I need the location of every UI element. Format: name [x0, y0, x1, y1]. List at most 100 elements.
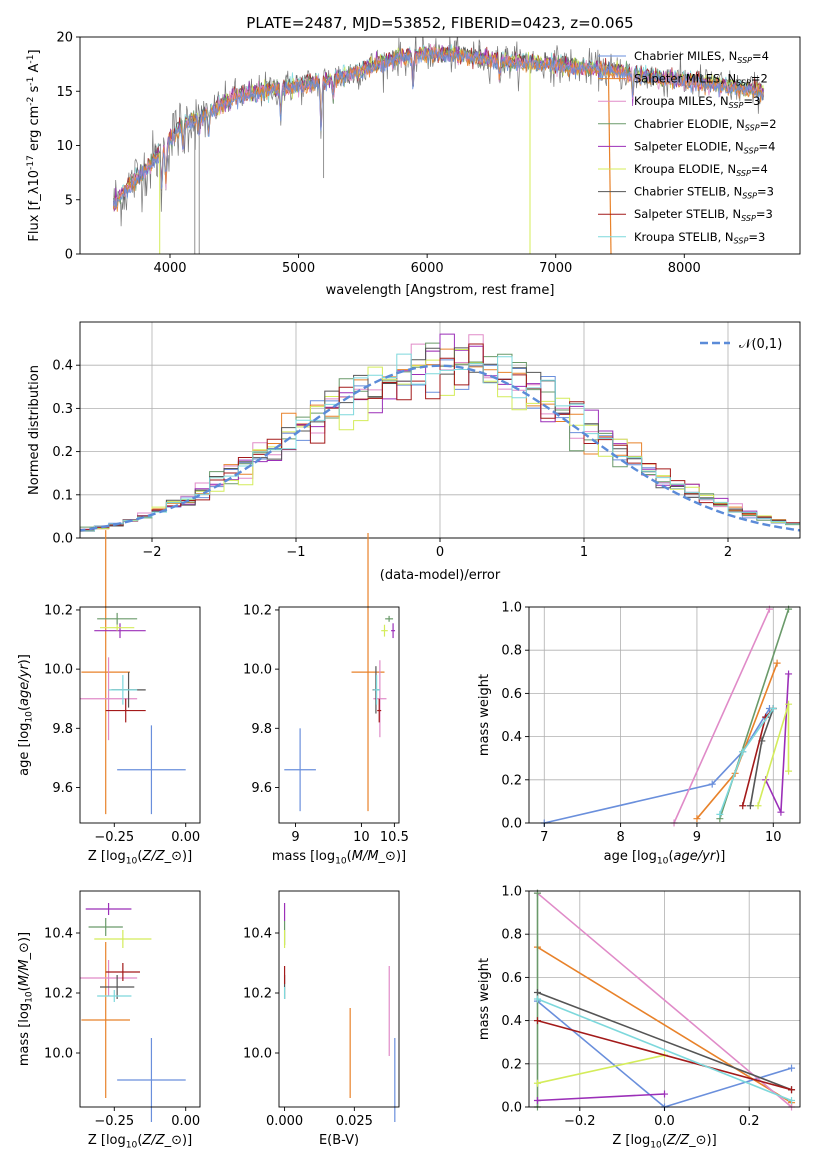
wage-series-9	[719, 708, 774, 815]
agemass-point-5	[391, 623, 396, 639]
wage-marker	[754, 802, 762, 810]
wage-marker	[739, 748, 747, 756]
agemass-point-4	[385, 615, 394, 622]
wz-marker	[788, 1086, 796, 1094]
spectrum-ytick-label: 5	[65, 193, 73, 208]
spectrum-xtick-label: 6000	[411, 261, 444, 276]
agemass-xtick-label: 10	[353, 830, 370, 845]
wz-series-5	[537, 1093, 665, 1102]
agez-point-2	[81, 530, 130, 815]
legend-label-9: Kroupa STELIB, NSSP=3	[634, 230, 765, 246]
spectrum-ytick-label: 20	[56, 31, 73, 46]
massebv-xtick-label: 0.000	[266, 1114, 303, 1129]
wz-series-3	[536, 892, 793, 1108]
massz-point-4	[88, 918, 123, 936]
legend-label-5: Salpeter ELODIE, NSSP=4	[634, 139, 775, 155]
legend-label-4: Chabrier ELODIE, NSSP=2	[634, 117, 777, 133]
agemass-xtick-label: 9	[291, 830, 299, 845]
agemass-ytick-label: 10.0	[243, 663, 272, 678]
wage-marker	[769, 705, 777, 713]
wage-ytick-label: 0.8	[501, 644, 522, 659]
hist-xtick-label: 0	[436, 545, 444, 560]
agez-xtick-label: −0.25	[94, 830, 134, 845]
agez-ylabel: age [log10(age/yr)]	[17, 654, 34, 776]
massz-point-2	[81, 942, 130, 1098]
hist-ytick-label: 0.2	[52, 445, 73, 460]
massz-ytick-label: 10.0	[44, 1047, 73, 1062]
wz-ytick-label: 1.0	[501, 885, 522, 900]
agez-point-6	[100, 624, 135, 631]
wage-ytick-label: 0.4	[501, 730, 522, 745]
massebv-ytick-label: 10.0	[243, 1047, 272, 1062]
wage-marker	[773, 659, 781, 667]
massz-ylabel: mass [log10(M/M_⊙)]	[17, 932, 34, 1066]
hist-xtick-label: −1	[286, 545, 305, 560]
wz-ytick-label: 0.8	[501, 928, 522, 943]
spectrum-ytick-label: 10	[56, 139, 73, 154]
massz-xlabel: Z [log10(Z/Z_⊙)]	[88, 1133, 192, 1150]
agez-xtick-label: 0.00	[171, 830, 200, 845]
agemass-point-8	[377, 698, 382, 723]
wage-xtick-label: 7	[540, 830, 548, 845]
wage-marker	[739, 802, 747, 810]
agez-frame	[79, 606, 201, 824]
agez-ytick-label: 9.6	[52, 781, 73, 796]
legend-label-1: Chabrier MILES, NSSP=4	[634, 49, 769, 65]
wz-marker	[533, 1097, 541, 1105]
wage-ytick-label: 0.0	[501, 817, 522, 832]
spectrum-ytick-label: 15	[56, 85, 73, 100]
spectrum-ytick-label: 0	[65, 248, 73, 263]
agemass-ytick-label: 10.2	[243, 603, 272, 618]
wage-series-3	[673, 608, 771, 824]
wz-marker	[533, 989, 541, 997]
wage-marker	[708, 780, 716, 788]
wz-marker	[533, 1079, 541, 1087]
agemass-point-6	[381, 624, 388, 637]
wage-xtick-label: 10	[765, 830, 782, 845]
spectrum-xtick-label: 8000	[668, 261, 701, 276]
hist-legend-label: 𝒩(0,1)	[739, 337, 782, 352]
spectrum-drop-7420	[607, 70, 612, 254]
massz-ytick-label: 10.4	[44, 927, 73, 942]
hist-normal-curve	[80, 364, 800, 532]
agemass-ytick-label: 9.8	[251, 722, 272, 737]
agemass-point-9	[373, 675, 380, 705]
wz-series-6	[537, 1054, 665, 1084]
massz-point-1	[117, 1038, 186, 1122]
wz-series-8	[537, 1019, 792, 1091]
wz-ytick-label: 0.4	[501, 1014, 522, 1029]
agez-xlabel: Z [log10(Z/Z_⊙)]	[88, 849, 192, 866]
wz-axes	[529, 890, 800, 1108]
wage-marker	[785, 670, 793, 678]
wage-marker	[746, 802, 754, 810]
wz-ytick-label: 0.2	[501, 1057, 522, 1072]
agez-ytick-label: 10.0	[44, 663, 73, 678]
massz-point-8	[105, 963, 140, 981]
agez-point-8	[105, 698, 146, 723]
wz-marker	[533, 1017, 541, 1025]
massz-frame	[79, 890, 201, 1108]
massz-xtick-label: −0.25	[94, 1114, 134, 1129]
wz-ytick-label: 0.0	[501, 1101, 522, 1116]
massebv-xlabel: E(B-V)	[319, 1133, 359, 1148]
hist-xtick-label: 2	[724, 545, 732, 560]
hist-xtick-label: −2	[142, 545, 161, 560]
massz-point-5	[85, 903, 132, 915]
massz-ytick-label: 10.2	[44, 987, 73, 1002]
massz-point-3	[80, 960, 138, 996]
hist-xlabel: (data-model)/error	[380, 568, 501, 583]
spectrum-title: PLATE=2487, MJD=53852, FIBERID=0423, z=0…	[246, 14, 633, 32]
wz-marker	[788, 1064, 796, 1072]
legend-label-6: Kroupa ELODIE, NSSP=4	[634, 162, 768, 178]
spectrum-xtick-label: 5000	[282, 261, 315, 276]
agemass-xlabel: mass [log10(M/M_⊙)]	[272, 849, 406, 866]
massz-point-6	[94, 930, 152, 948]
wage-ylabel: mass weight	[477, 674, 492, 756]
massebv-ytick-label: 10.4	[243, 927, 272, 942]
spectrum-ylabel: Flux [f_λ10-17 erg cm-2 s-1 A-1]	[26, 49, 42, 241]
wage-marker	[785, 700, 793, 708]
hist-plot-area	[80, 333, 800, 534]
wz-marker	[533, 995, 541, 1003]
hist-ytick-label: 0.3	[52, 402, 73, 417]
massz-point-7	[100, 975, 135, 999]
